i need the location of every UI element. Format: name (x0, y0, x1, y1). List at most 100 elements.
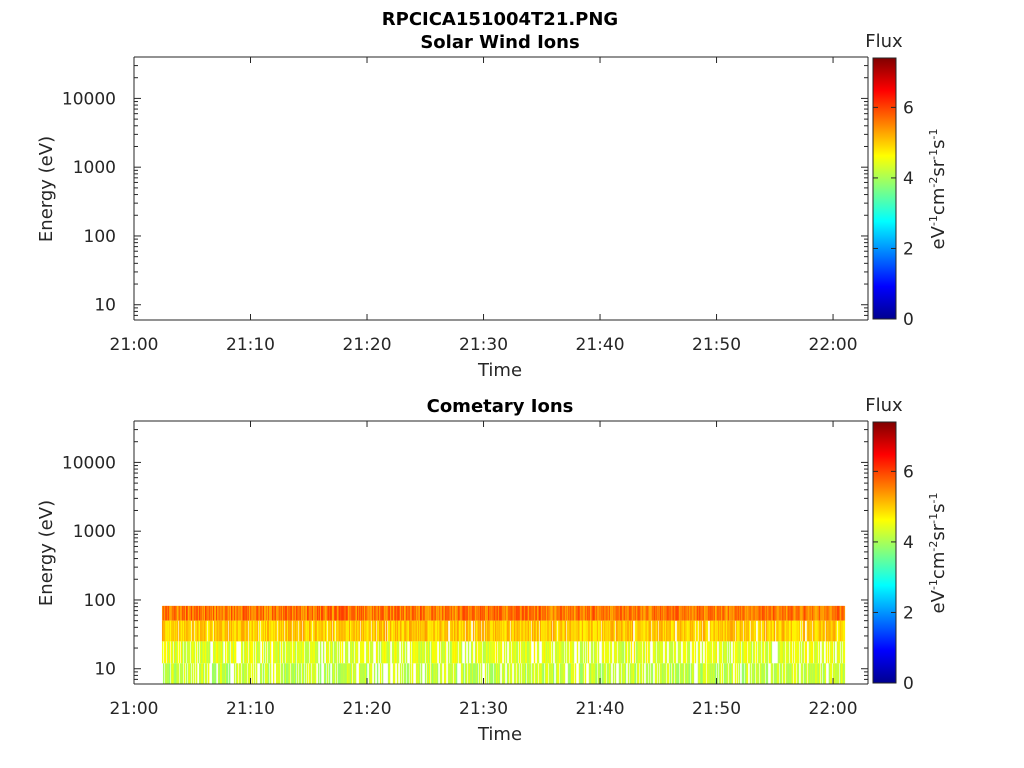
heatmap-cell (556, 663, 559, 684)
heatmap-cell (781, 605, 784, 621)
heatmap-cell (726, 663, 729, 684)
heatmap-cell (183, 620, 186, 642)
heatmap-cell (829, 620, 832, 642)
heatmap-cell (266, 620, 269, 642)
heatmap-cell (524, 663, 527, 684)
heatmap-cell (218, 620, 221, 642)
heatmap-cell (507, 663, 510, 684)
heatmap-cell (430, 663, 433, 684)
heatmap-cell (304, 641, 307, 664)
heatmap-cell (736, 663, 739, 684)
heatmap-cell (729, 641, 732, 664)
heatmap-cell (498, 641, 501, 664)
heatmap-cell (518, 605, 521, 621)
heatmap-cell (451, 620, 454, 642)
heatmap-cell (591, 605, 594, 621)
heatmap-cell (599, 620, 602, 642)
heatmap-cell (533, 641, 536, 664)
heatmap-cell (715, 605, 718, 621)
heatmap-cell (598, 620, 601, 642)
heatmap-cell (219, 605, 222, 621)
heatmap-cell (700, 620, 703, 642)
heatmap-cell (202, 663, 205, 684)
heatmap-cell (307, 620, 310, 642)
heatmap-cell (615, 641, 618, 664)
heatmap-cell (338, 605, 341, 621)
heatmap-cell (648, 605, 651, 621)
y-tick-label: 1000 (73, 158, 116, 178)
heatmap-cell (518, 620, 521, 642)
heatmap-cell (842, 620, 845, 642)
heatmap-cell (512, 641, 515, 664)
heatmap-cell (281, 620, 284, 642)
heatmap-cell (828, 605, 831, 621)
heatmap-cell (744, 663, 747, 684)
heatmap-cell (664, 620, 667, 642)
heatmap-cell (567, 620, 570, 642)
heatmap-cell (213, 620, 216, 642)
heatmap-cell (710, 605, 713, 621)
heatmap-cell (542, 620, 545, 642)
heatmap-cell (276, 605, 279, 621)
heatmap-cell (214, 663, 217, 684)
heatmap-cell (669, 620, 672, 642)
heatmap-cell (189, 620, 192, 642)
heatmap-cell (465, 605, 468, 621)
heatmap-cell (765, 663, 768, 684)
heatmap-cell (354, 605, 357, 621)
heatmap-cell (434, 641, 437, 664)
heatmap-cell (707, 605, 710, 621)
heatmap-cell (433, 641, 436, 664)
heatmap-cell (213, 605, 216, 621)
heatmap-cell (566, 641, 569, 664)
heatmap-cell (546, 605, 549, 621)
heatmap-cell (435, 663, 438, 684)
heatmap-cell (789, 605, 792, 621)
heatmap-cell (161, 641, 164, 664)
heatmap-cell (621, 605, 624, 621)
heatmap-cell (490, 641, 493, 664)
heatmap-cell (786, 641, 789, 664)
heatmap-cell (381, 620, 384, 642)
heatmap-cell (474, 605, 477, 621)
heatmap-cell (631, 663, 634, 684)
heatmap-cell (268, 605, 271, 621)
heatmap-cell (820, 620, 823, 642)
heatmap-cell (168, 605, 171, 621)
heatmap-cell (801, 605, 804, 621)
heatmap-cell (430, 620, 433, 642)
heatmap-cell (382, 641, 385, 664)
heatmap-cell (674, 605, 677, 621)
heatmap-cell (686, 663, 689, 684)
heatmap-cell (326, 663, 329, 684)
heatmap-cell (687, 663, 690, 684)
heatmap-cell (294, 605, 297, 621)
heatmap-cell (431, 605, 434, 621)
heatmap-cell (790, 663, 793, 684)
heatmap-cell (393, 605, 396, 621)
heatmap-cell (214, 641, 217, 664)
heatmap-cell (487, 641, 490, 664)
heatmap-cell (248, 641, 251, 664)
heatmap-cell (185, 663, 188, 684)
heatmap-cell (751, 605, 754, 621)
heatmap-cell (553, 605, 556, 621)
heatmap-cell (602, 620, 605, 642)
heatmap-cell (166, 605, 169, 621)
heatmap-cell (271, 620, 274, 642)
heatmap-cell (555, 620, 558, 642)
heatmap-cell (376, 620, 379, 642)
heatmap-cell (381, 605, 384, 621)
heatmap-cell (660, 641, 663, 664)
heatmap-cell (627, 620, 630, 642)
heatmap-cell (217, 605, 220, 621)
heatmap-cell (448, 605, 451, 621)
heatmap-cell (661, 620, 664, 642)
heatmap-cell (234, 641, 237, 664)
heatmap-cell (765, 641, 768, 664)
heatmap-cell (395, 605, 398, 621)
heatmap-cell (705, 605, 708, 621)
heatmap-cell (609, 605, 612, 621)
heatmap-cell (189, 663, 192, 684)
